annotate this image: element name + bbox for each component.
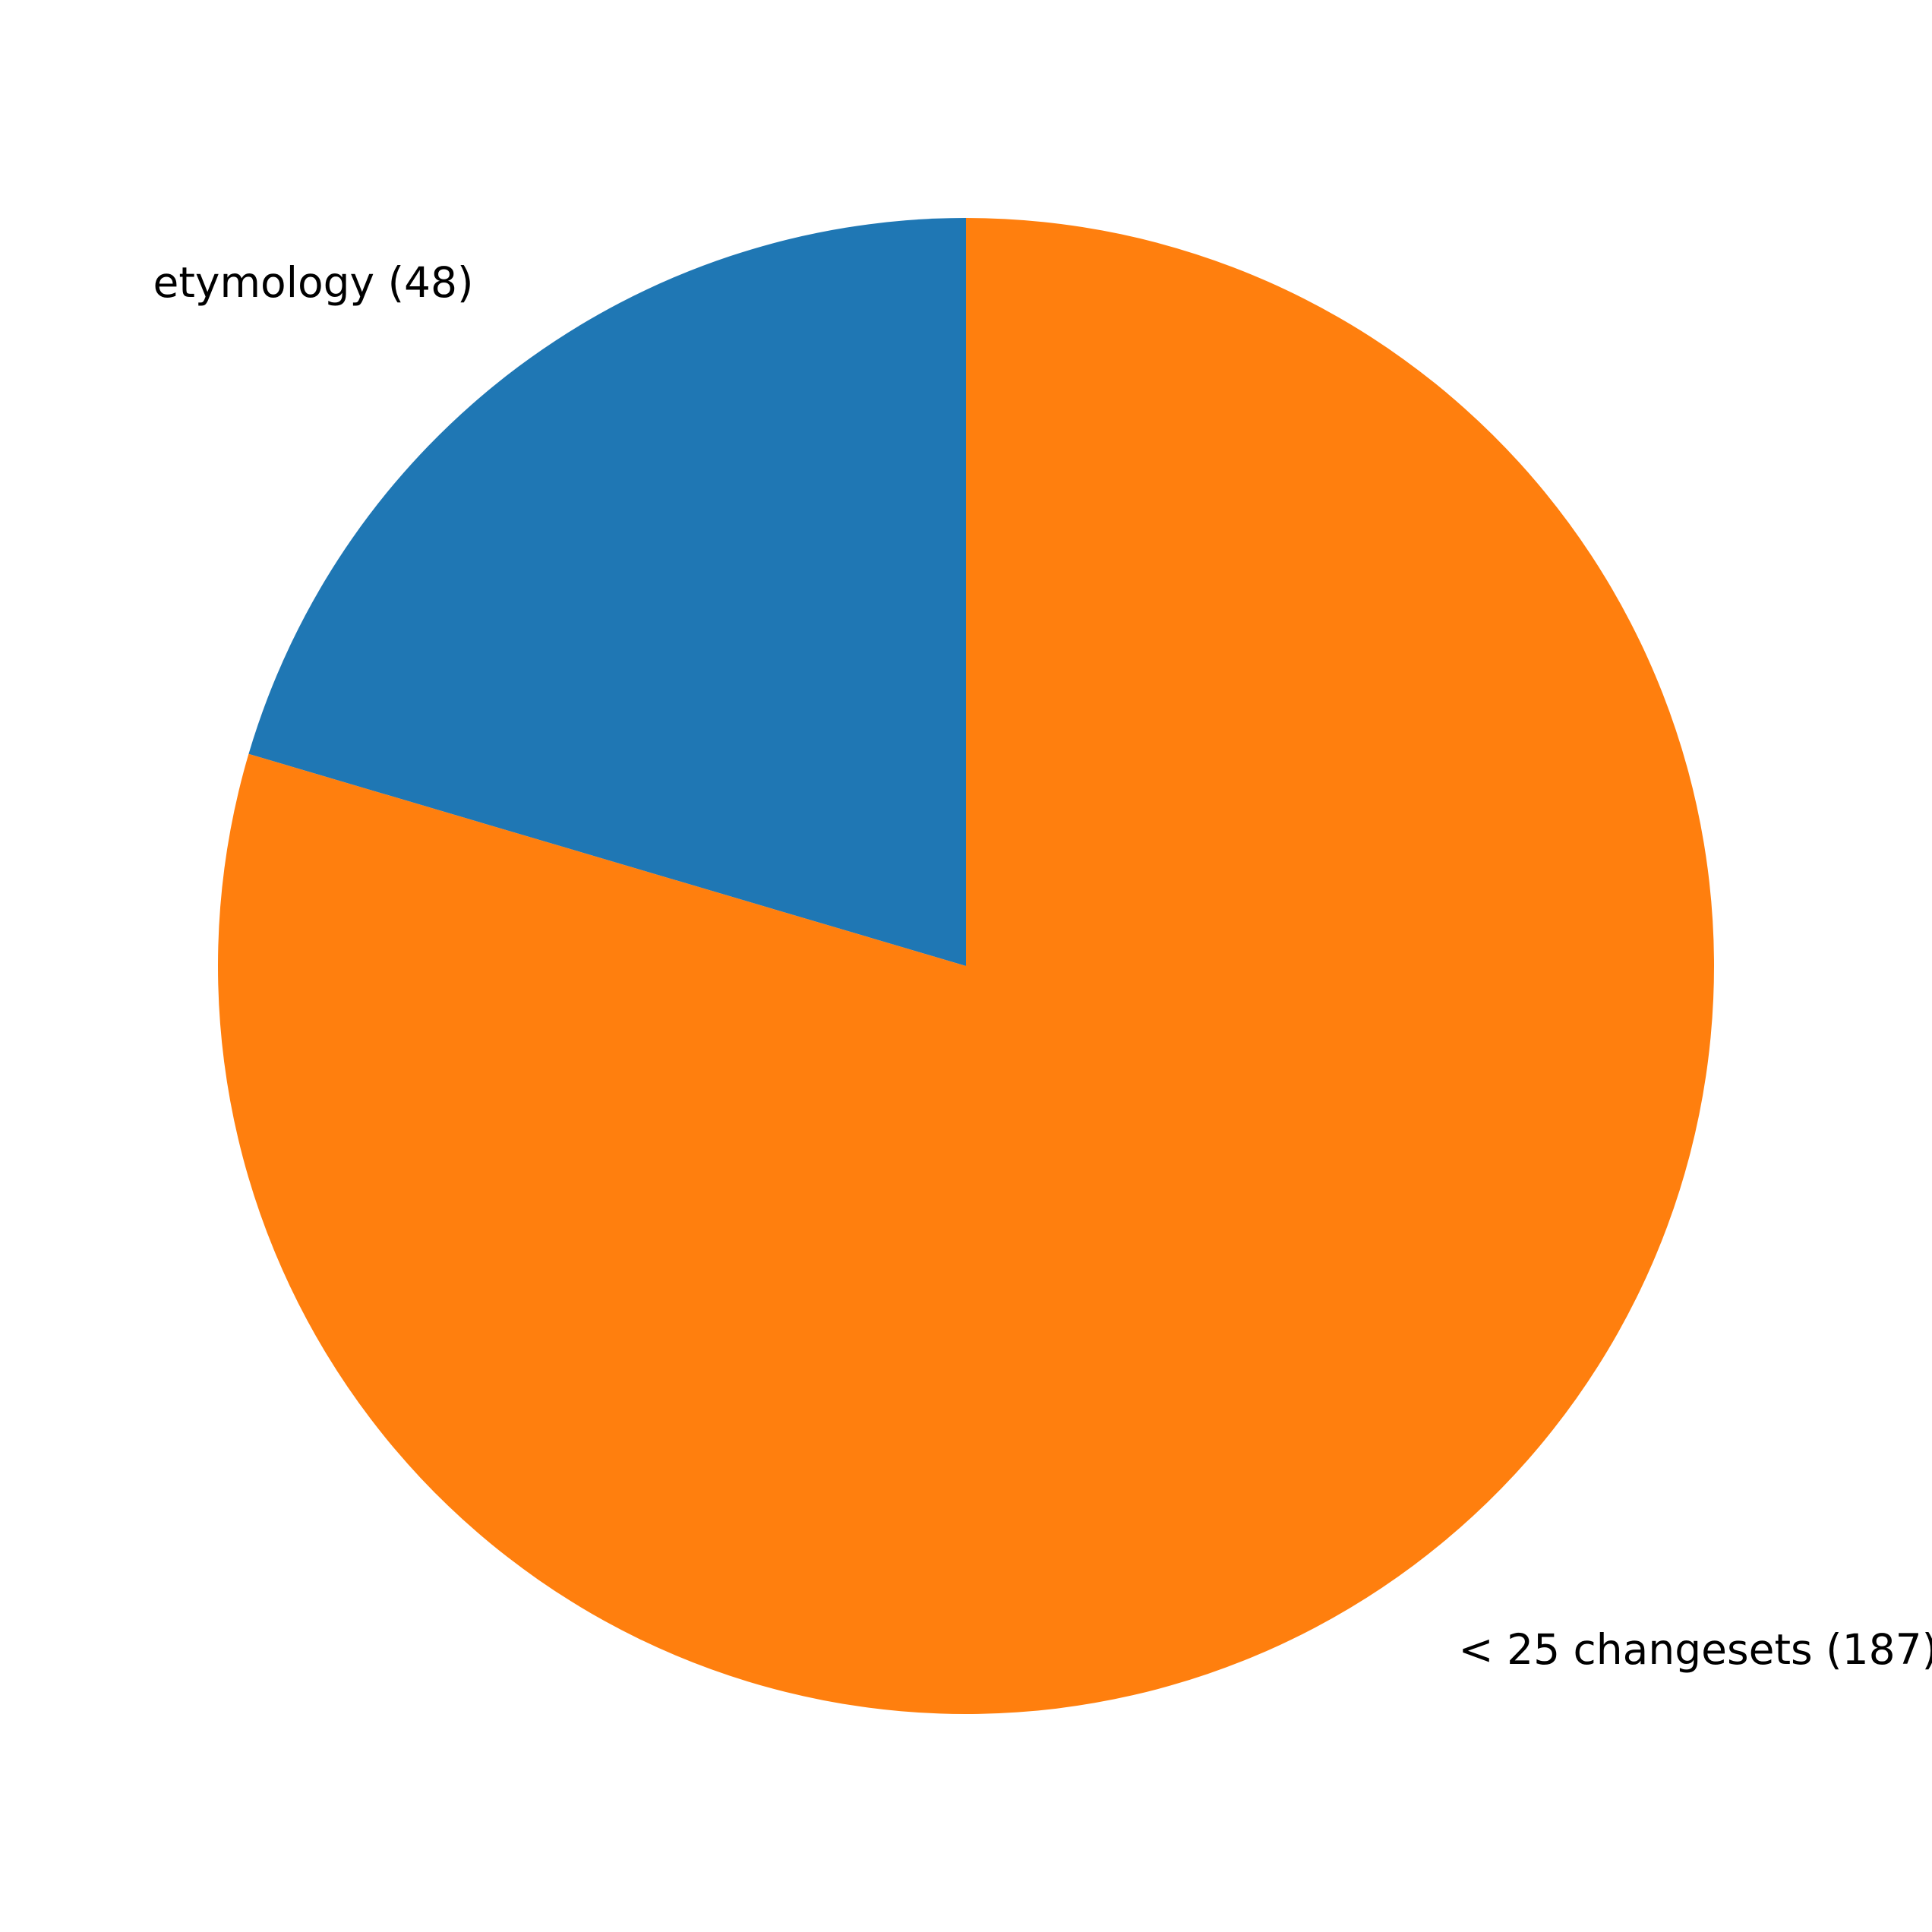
- pie-slice-label-0: etymology (48): [153, 258, 474, 307]
- pie-slice-1: [218, 217, 1715, 1715]
- pie-slice-label-1: < 25 changesets (187): [1459, 1625, 1932, 1674]
- pie-slices: [218, 217, 1715, 1715]
- pie-slice-0: [248, 218, 967, 966]
- pie-labels: etymology (48) < 25 changesets (187): [153, 258, 1932, 1674]
